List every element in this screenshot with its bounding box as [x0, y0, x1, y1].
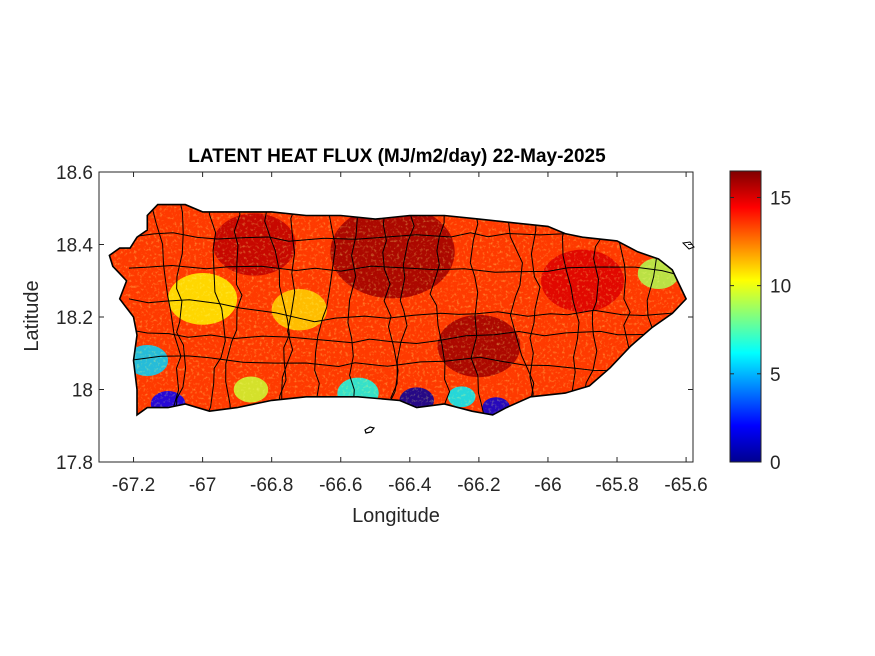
municipal-boundaries: [128, 204, 680, 415]
municipal-boundary: [312, 204, 336, 415]
x-tick-label: -66: [534, 475, 561, 496]
municipal-boundary: [561, 204, 580, 415]
colorbar: 0 5 10 15: [729, 170, 791, 474]
y-axis: 17.8 18 18.2 18.4 18.6: [56, 163, 693, 474]
municipal-boundary: [390, 204, 416, 415]
municipal-boundary: [150, 204, 182, 415]
municipal-boundary: [346, 204, 359, 415]
y-tick-label: 17.8: [56, 453, 93, 474]
colorbar-gradient: [729, 170, 762, 463]
colorbar-tick-label: 15: [770, 188, 791, 209]
municipal-boundary: [225, 204, 243, 415]
x-tick-label: -66.8: [250, 475, 293, 496]
island-outline: [108, 203, 688, 417]
plot-area: [98, 171, 695, 463]
colorbar-tick-label: 0: [770, 453, 781, 474]
x-tick-label: -66.2: [457, 475, 500, 496]
municipal-boundary: [469, 204, 490, 415]
y-tick-label: 18.4: [56, 236, 93, 257]
municipal-boundary: [128, 329, 668, 345]
x-tick-label: -67.2: [112, 475, 155, 496]
small-island-east-outline: [681, 241, 695, 250]
municipal-boundary: [128, 298, 678, 323]
municipal-boundary: [128, 355, 672, 377]
municipal-boundary: [280, 204, 299, 415]
municipal-boundary: [580, 204, 604, 415]
x-tick-label: -65.8: [595, 475, 638, 496]
municipal-boundary: [175, 204, 187, 415]
x-tick-label: -66.6: [319, 475, 362, 496]
x-tick-label: -67: [189, 475, 216, 496]
x-axis: -67.2 -67 -66.8 -66.6 -66.4 -66.2 -66 -65.8 -65.…: [112, 172, 708, 496]
municipal-boundary: [128, 264, 680, 276]
field-texture: [109, 204, 687, 415]
municipal-boundary: [429, 204, 451, 415]
heat-field: [109, 204, 687, 415]
y-tick-label: 18: [72, 381, 93, 402]
small-island-outline: [364, 426, 376, 434]
colorbar-tick-label: 5: [770, 365, 781, 386]
x-tick-label: -65.6: [664, 475, 707, 496]
x-axis-label: Longitude: [352, 505, 440, 527]
y-axis-label: Latitude: [21, 280, 43, 351]
x-tick-label: -66.4: [388, 475, 432, 496]
y-tick-label: 18.6: [56, 163, 93, 184]
y-tick-label: 18.2: [56, 308, 93, 329]
chart-title: LATENT HEAT FLUX (MJ/m2/day) 22-May-2025: [188, 146, 606, 167]
colorbar-ticks: 0 5 10 15: [730, 188, 791, 474]
colorbar-tick-label: 10: [770, 277, 791, 298]
